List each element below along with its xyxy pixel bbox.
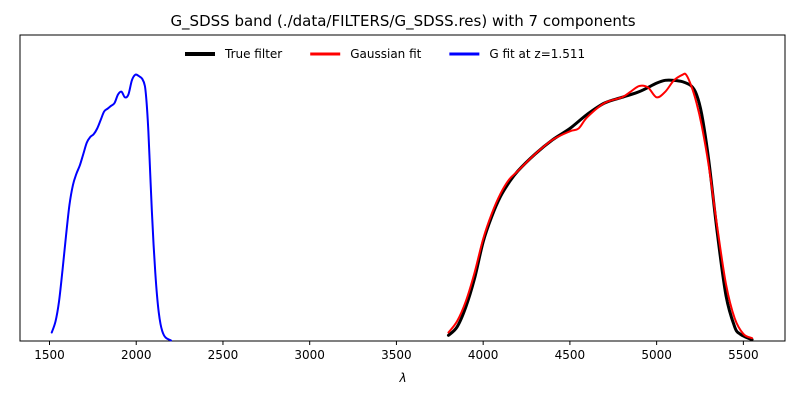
legend-label-3: G fit at z=1.511 [489, 47, 585, 61]
legend: True filter Gaussian fit G fit at z=1.511 [185, 47, 585, 61]
x-tick-label: 3000 [294, 348, 325, 362]
series-line-2 [447, 72, 754, 340]
series-line-3 [50, 73, 172, 342]
series-layer [50, 72, 754, 342]
plot-area [19, 34, 786, 342]
x-tick-label: 1500 [34, 348, 65, 362]
x-tick-label: 5500 [728, 348, 759, 362]
chart-title: G_SDSS band (./data/FILTERS/G_SDSS.res) … [170, 12, 635, 31]
x-tick-label: 4000 [468, 348, 499, 362]
x-tick-label: 3500 [381, 348, 412, 362]
x-tick-label: 4500 [555, 348, 586, 362]
x-tick-label: 2500 [208, 348, 239, 362]
x-tick-label: 5000 [641, 348, 672, 362]
x-axis-ticks: 1500 2000 2500 3000 3500 4000 4500 5000 5500 [34, 341, 759, 362]
x-tick-label: 2000 [121, 348, 152, 362]
legend-label-1: True filter [224, 47, 282, 61]
legend-label-2: Gaussian fit [350, 47, 421, 61]
x-axis-label: λ [398, 371, 406, 385]
